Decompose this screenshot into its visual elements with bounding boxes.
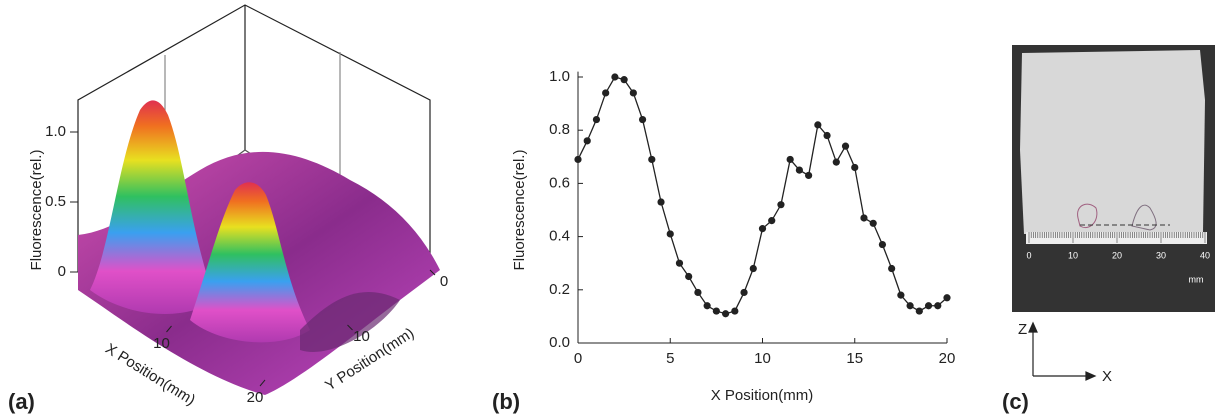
ruler-label: 20 [1112, 250, 1122, 260]
y-tick-label: 0.6 [549, 174, 570, 191]
y-axis-label: Fluorescence(rel.) [511, 150, 528, 271]
x-tick-label: 20 [247, 389, 264, 406]
x-tick-label: 10 [153, 335, 170, 352]
y-tick-label: 0.0 [549, 334, 570, 351]
data-point [638, 115, 647, 124]
data-point [749, 264, 757, 273]
y-tick-label: 0.2 [549, 281, 570, 298]
data-point [805, 171, 813, 180]
data-point [878, 240, 887, 249]
data-point [906, 302, 914, 310]
data-point [740, 288, 748, 297]
data-point [602, 89, 610, 97]
z-axis-label: Fluorescence(rel.) [28, 150, 45, 271]
data-point [934, 302, 942, 310]
panel-label: (b) [492, 389, 520, 414]
data-point [648, 155, 656, 164]
data-point [777, 201, 785, 209]
panel-label: (c) [1002, 389, 1029, 414]
x-tick [259, 379, 266, 387]
z-tick-label: 0 [58, 263, 66, 280]
z-tick-label: 0.5 [45, 193, 66, 210]
axis-arrows [1028, 321, 1097, 381]
data-point [888, 264, 896, 273]
data-point [694, 288, 702, 297]
data-point [924, 302, 933, 310]
data-point [703, 302, 711, 310]
data-point [722, 310, 730, 318]
data-point [869, 219, 877, 227]
panel-label: (a) [8, 389, 35, 414]
y-tick-label: 1.0 [549, 68, 570, 85]
data-point [629, 89, 637, 97]
data-point [768, 217, 776, 225]
data-point [823, 131, 831, 140]
axis-label: X [1102, 368, 1112, 385]
axis-label: Z [1018, 321, 1027, 338]
data-point [851, 163, 859, 172]
data-point [657, 198, 665, 206]
z-tick-label: 1.0 [45, 123, 66, 140]
x-axis-label: X Position(mm) [711, 387, 814, 404]
ruler-label: 40 [1200, 250, 1210, 260]
surface [78, 100, 440, 395]
y-tick-label: 0.4 [549, 228, 570, 245]
x-tick-label: 15 [846, 350, 863, 367]
x-tick-label: 10 [754, 350, 771, 367]
data-point [574, 155, 582, 164]
ruler-label: 10 [1068, 250, 1078, 260]
x-tick [166, 325, 172, 333]
data-point [795, 166, 804, 174]
x-tick-label: 0 [574, 350, 582, 367]
data-point [758, 225, 767, 233]
photo [1012, 45, 1215, 312]
data-line [577, 76, 948, 315]
data-point [786, 155, 794, 164]
y-tick [429, 269, 436, 276]
data-point [731, 307, 739, 315]
x-tick-label: 5 [666, 350, 674, 367]
data-point [841, 142, 850, 150]
data-point [685, 272, 693, 281]
y-tick [347, 324, 353, 331]
data-point [814, 121, 822, 129]
data-point [620, 76, 628, 84]
ruler-unit: mm [1189, 274, 1204, 284]
data-point [943, 294, 951, 302]
data-point [666, 230, 674, 238]
data-point [712, 307, 720, 315]
y-tick-label: 0.8 [549, 121, 570, 138]
ruler-label: 0 [1026, 250, 1031, 260]
data-point [832, 158, 840, 166]
data-point [897, 291, 905, 299]
x-tick-label: 20 [939, 350, 956, 367]
data-point [592, 115, 601, 124]
y-tick-label: 0 [440, 273, 448, 290]
data-point [675, 259, 684, 267]
data-point [583, 137, 591, 145]
ruler-label: 30 [1156, 250, 1166, 260]
data-point [860, 214, 868, 222]
data-point [611, 73, 619, 81]
y-tick-label: 10 [353, 328, 370, 345]
data-point [915, 307, 923, 315]
